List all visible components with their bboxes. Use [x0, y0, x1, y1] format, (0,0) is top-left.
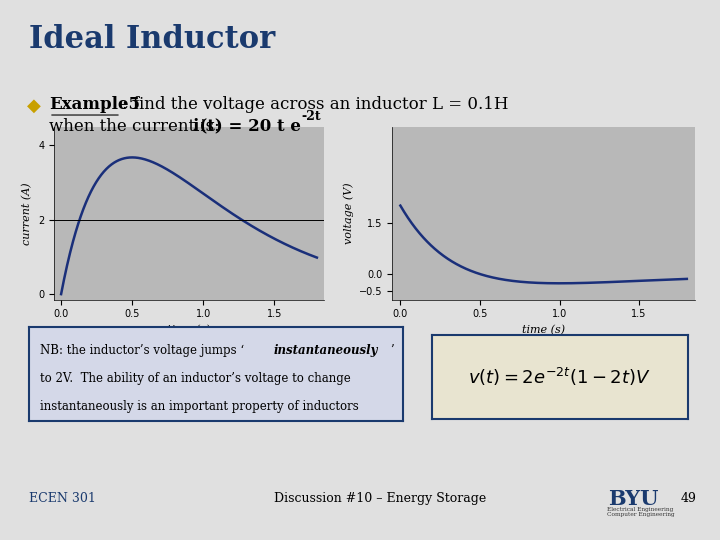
Y-axis label: current (A): current (A) — [22, 182, 32, 245]
Y-axis label: voltage (V): voltage (V) — [343, 183, 354, 244]
Text: Ideal Inductor: Ideal Inductor — [29, 24, 275, 55]
Text: ’: ’ — [390, 343, 394, 357]
Text: Example5: Example5 — [49, 96, 140, 113]
Text: ◆: ◆ — [27, 97, 41, 115]
Text: : find the voltage across an inductor L = 0.1H: : find the voltage across an inductor L … — [122, 96, 509, 113]
Text: $v(t) = 2e^{-2t}(1-2t)V$: $v(t) = 2e^{-2t}(1-2t)V$ — [469, 366, 651, 388]
X-axis label: time (s): time (s) — [522, 325, 565, 335]
Text: ECEN 301: ECEN 301 — [29, 492, 96, 505]
Text: 49: 49 — [680, 492, 696, 505]
Text: Discussion #10 – Energy Storage: Discussion #10 – Energy Storage — [274, 492, 486, 505]
Text: when the current is:: when the current is: — [49, 118, 225, 134]
Text: BYU: BYU — [608, 489, 659, 509]
Text: to 2V.  The ability of an inductor’s voltage to change: to 2V. The ability of an inductor’s volt… — [40, 372, 351, 385]
Text: instantaneously is an important property of inductors: instantaneously is an important property… — [40, 401, 359, 414]
X-axis label: time (s): time (s) — [168, 325, 210, 335]
Text: NB: the inductor’s voltage jumps ‘: NB: the inductor’s voltage jumps ‘ — [40, 343, 244, 357]
Text: -2t: -2t — [301, 110, 320, 123]
Text: i(t) = 20 t e: i(t) = 20 t e — [193, 118, 301, 134]
Text: Electrical Engineering
Computer Engineering: Electrical Engineering Computer Engineer… — [607, 507, 675, 517]
Text: instantaneously: instantaneously — [274, 343, 379, 357]
